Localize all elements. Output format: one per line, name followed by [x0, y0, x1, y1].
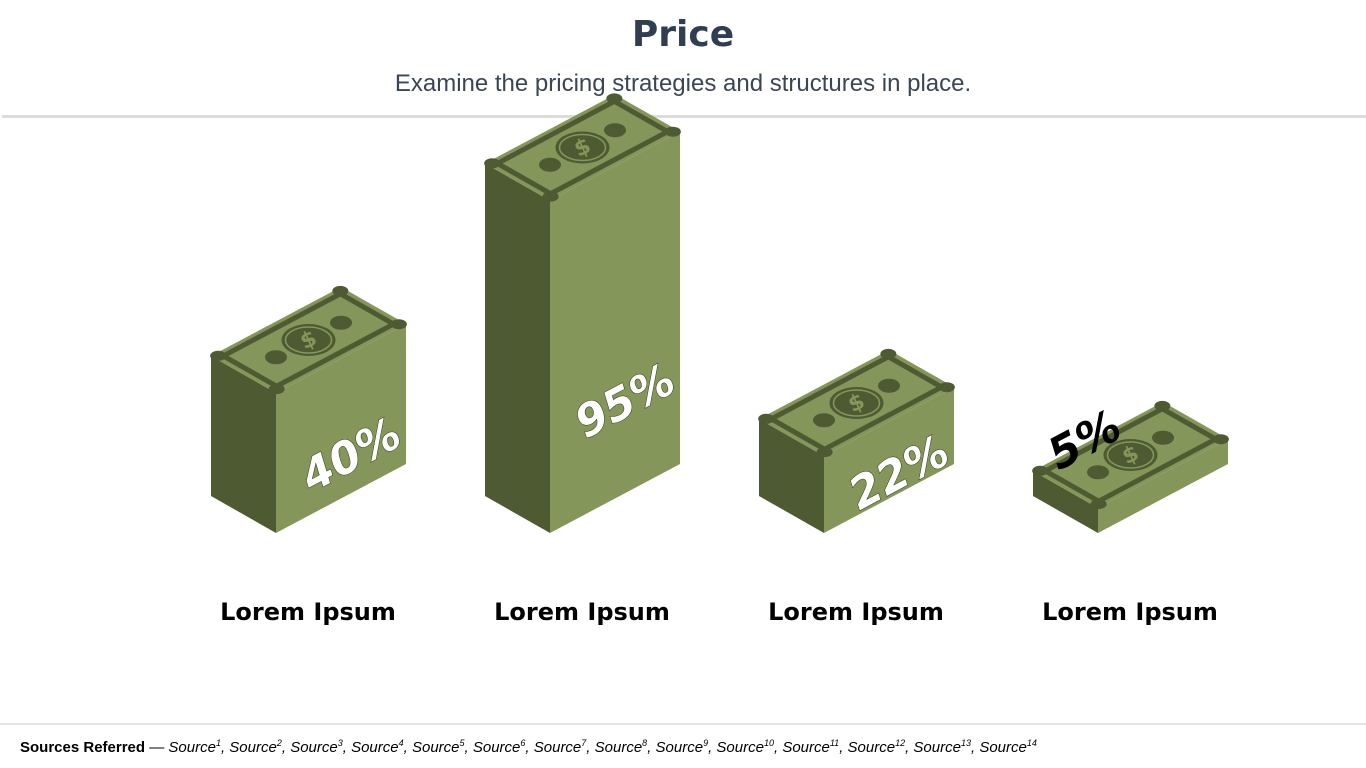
source-citation-number: 11: [829, 738, 840, 748]
sources-footer: Sources Referred — Source1, Source2, Sou…: [20, 738, 1037, 756]
source-citation-number: 6: [520, 738, 526, 748]
source-citation-text: Source: [979, 739, 1027, 756]
source-citation-number: 9: [703, 738, 709, 748]
bill-seal-ring: [284, 326, 333, 354]
bill-corner-mark: [606, 93, 623, 104]
sources-separator: —: [145, 739, 169, 756]
source-citation-text: Source: [782, 739, 830, 756]
source-citation-number: 4: [398, 738, 404, 748]
page-subtitle: Examine the pricing strategies and struc…: [394, 70, 972, 97]
source-citation-number: 8: [642, 738, 648, 748]
stack-right-face: [550, 131, 680, 533]
source-citation: Source14: [979, 738, 1037, 756]
source-citation: Source7: [533, 738, 587, 756]
source-citation-text: Source: [847, 739, 896, 756]
source-citation-number: 2: [276, 738, 282, 748]
source-citation-number: 12: [895, 738, 906, 748]
bill-corner-mark: [210, 350, 227, 361]
bill-corner-mark: [938, 382, 955, 393]
money-stack: $22%: [758, 348, 958, 533]
source-citation-text: Source: [411, 739, 460, 756]
stack-right-face: [1098, 439, 1228, 533]
bill-corner-mark: [880, 348, 897, 359]
sources-label: Sources Referred: [20, 739, 146, 756]
source-citation-text: Source: [290, 739, 338, 756]
bill-corner-mark: [1090, 499, 1107, 510]
stack-left-face: [759, 419, 824, 533]
source-citation-text: Source: [655, 739, 704, 756]
money-stack: $40%: [210, 285, 410, 533]
bill-corner-mark: [664, 126, 681, 137]
source-citation-text: Source: [229, 739, 277, 756]
source-citation: Source4: [351, 738, 404, 756]
bill-side-mark: [539, 157, 561, 172]
bill-corner-mark: [268, 384, 285, 395]
stack-left-face: [1033, 471, 1098, 533]
category-label: Lorem Ipsum: [768, 598, 944, 626]
category-label: Lorem Ipsum: [1042, 598, 1218, 626]
category-label: Lorem Ipsum: [220, 598, 396, 626]
source-citation-number: 5: [459, 738, 465, 748]
source-citation: Source12: [847, 738, 906, 756]
source-citation-text: Source: [913, 739, 961, 756]
source-citation-number: 10: [763, 738, 774, 748]
stack-left-face: [211, 356, 276, 533]
source-citation-text: Source: [472, 739, 521, 756]
bill-corner-mark: [542, 191, 559, 202]
bill-side-mark: [813, 413, 835, 428]
source-citation-text: Source: [351, 739, 399, 756]
bill-seal-ring: [558, 133, 607, 162]
source-citation: Source6: [472, 738, 526, 756]
source-citation-number: 14: [1026, 738, 1037, 748]
bill-corner-mark: [332, 285, 349, 296]
bill-seal-ring: [1106, 441, 1155, 469]
source-citation: Source1: [168, 738, 221, 756]
bill-corner-mark: [1154, 400, 1171, 411]
bill-corner-mark: [816, 447, 833, 458]
source-citation-number: 13: [960, 738, 971, 748]
source-citation: Source10: [716, 738, 774, 756]
source-citation: Source13: [913, 738, 971, 756]
source-citation-text: Source: [716, 739, 764, 756]
page-title: Price: [631, 14, 735, 55]
money-stack: $95%: [484, 93, 684, 533]
sources-list: Source1, Source2, Source3, Source4, Sour…: [168, 738, 1037, 756]
bill-corner-mark: [1032, 465, 1049, 476]
bill-center-seal: [281, 324, 336, 356]
bill-side-mark: [265, 350, 287, 365]
bill-corner-mark: [1212, 434, 1229, 445]
bill-side-mark: [1087, 465, 1109, 480]
bill-side-mark: [1152, 430, 1174, 445]
header-divider: [2, 115, 1366, 118]
money-stack-chart: $40% $95% $22% $5%: [210, 93, 1229, 533]
source-citation-number: 3: [337, 738, 343, 748]
source-citation-number: 7: [581, 738, 587, 748]
stack-right-face: [824, 387, 954, 533]
source-citation-text: Source: [168, 739, 216, 756]
bill-center-seal: [1103, 439, 1158, 471]
bill-center-seal: [555, 131, 610, 164]
bill-corner-mark: [390, 319, 407, 330]
bill-seal-ring: [832, 389, 881, 417]
bill-corner-mark: [758, 413, 775, 424]
bill-corner-mark: [484, 158, 501, 169]
money-stack: $5%: [1032, 401, 1229, 533]
source-citation-number: 1: [215, 738, 221, 748]
source-citation: Source2: [229, 738, 282, 756]
stack-left-face: [485, 163, 550, 533]
source-citation: Source11: [782, 738, 840, 756]
bill-side-mark: [330, 315, 352, 330]
category-label: Lorem Ipsum: [494, 598, 670, 626]
source-citation: Source8: [594, 738, 648, 756]
source-citation-text: Source: [594, 739, 643, 756]
source-citation-text: Source: [533, 739, 582, 756]
source-citation: Source3: [290, 738, 343, 756]
stack-right-face: [276, 324, 406, 533]
bill-center-seal: [829, 387, 884, 419]
bill-side-mark: [604, 123, 626, 138]
bill-side-mark: [878, 378, 900, 393]
source-citation: Source9: [655, 738, 709, 756]
source-citation: Source5: [411, 738, 465, 756]
footer-divider: [0, 723, 1366, 725]
